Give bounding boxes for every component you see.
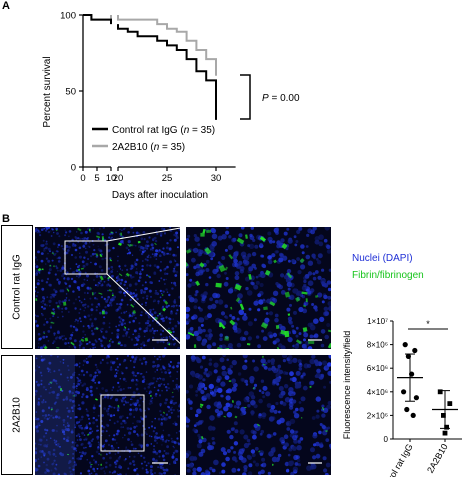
survival-line-control-early <box>83 14 112 25</box>
significance-star: * <box>426 319 430 329</box>
survival-xtick-label: 5 <box>94 173 99 184</box>
micrograph-control-zoom <box>186 227 331 349</box>
scatter-xtick-label: Control rat IgG <box>377 442 415 477</box>
scatter-ylabel: Fluorescence intensity/field <box>342 331 352 440</box>
panel-b-label: B <box>2 213 10 225</box>
survival-line-2a2b10 <box>117 15 217 76</box>
survival-ylabel: Percent survival <box>42 56 53 127</box>
p-value-bracket <box>240 74 251 120</box>
survival-xtick-label: 30 <box>211 173 222 184</box>
survival-line-control <box>117 24 217 120</box>
row-label-2a2b10: 2A2B10 <box>11 397 23 433</box>
survival-xtick-label: 0 <box>80 173 85 184</box>
legend-fibrin: Fibrin/fibrinogen <box>352 270 424 281</box>
survival-xtick-label: 25 <box>162 173 173 184</box>
fluorescence-scatter-chart: 0 2×10⁶ 4×10⁶ 6×10⁶ 8×10⁶ 1×10⁷ Control rat Ig… <box>342 317 462 477</box>
scatter-point-control <box>410 412 416 418</box>
scatter-point-control <box>402 342 408 348</box>
legend-treatment-label: 2A2B10 (n = 35) <box>112 142 185 153</box>
panel-a-label: A <box>2 0 10 12</box>
legend-nuclei: Nuclei (DAPI) <box>352 253 413 264</box>
scatter-point-control <box>405 353 411 359</box>
scatter-point-control <box>409 371 415 377</box>
row-label-2a2b10-box: 2A2B10 <box>1 355 33 475</box>
legend-control-label: Control rat IgG (n = 35) <box>112 125 215 136</box>
scatter-point-control <box>413 395 419 401</box>
scatter-point-2a2b10 <box>444 424 449 430</box>
scatter-point-control <box>401 389 407 395</box>
scatter-point-2a2b10 <box>437 389 443 395</box>
scatter-ytick-label: 4×10⁶ <box>367 388 388 397</box>
scatter-ytick-label: 1×10⁷ <box>367 317 388 326</box>
scatter-point-2a2b10 <box>441 413 446 418</box>
survival-ytick-label: 50 <box>65 87 76 98</box>
micrograph-2a2b10-zoom <box>186 355 331 475</box>
scatter-ytick-label: 2×10⁶ <box>367 411 388 420</box>
micrograph-control-overview <box>35 227 180 349</box>
scatter-point-2a2b10 <box>442 430 448 436</box>
row-label-control: Control rat IgG <box>11 254 23 320</box>
survival-xtick-label: 20 <box>113 173 124 184</box>
scatter-point-2a2b10 <box>447 401 453 406</box>
survival-ytick-label: 0 <box>71 163 76 174</box>
scatter-ytick-label: 0 <box>384 435 389 444</box>
scatter-point-control <box>412 347 418 354</box>
scatter-ytick-label: 8×10⁶ <box>367 341 388 350</box>
p-value-label: P = 0.0026 <box>262 93 300 104</box>
survival-xlabel: Days after inoculation <box>112 190 208 201</box>
survival-ytick-label: 100 <box>60 11 76 22</box>
scatter-points <box>397 342 458 436</box>
scatter-xtick-label: 2A2B10 <box>425 442 450 475</box>
survival-series <box>83 14 217 120</box>
scatter-point-control <box>404 406 410 413</box>
scatter-ytick-label: 6×10⁶ <box>367 364 388 373</box>
micrograph-2a2b10-overview <box>35 355 180 475</box>
row-label-control-box: Control rat IgG <box>1 225 33 349</box>
survival-xtick-label: 10 <box>106 173 117 184</box>
